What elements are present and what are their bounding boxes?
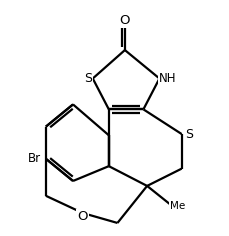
Text: NH: NH — [159, 72, 176, 85]
Text: S: S — [184, 127, 192, 141]
Text: O: O — [119, 14, 130, 27]
Text: Me: Me — [170, 201, 185, 211]
Text: Br: Br — [28, 152, 41, 165]
Text: O: O — [77, 210, 88, 223]
Text: S: S — [83, 72, 91, 85]
